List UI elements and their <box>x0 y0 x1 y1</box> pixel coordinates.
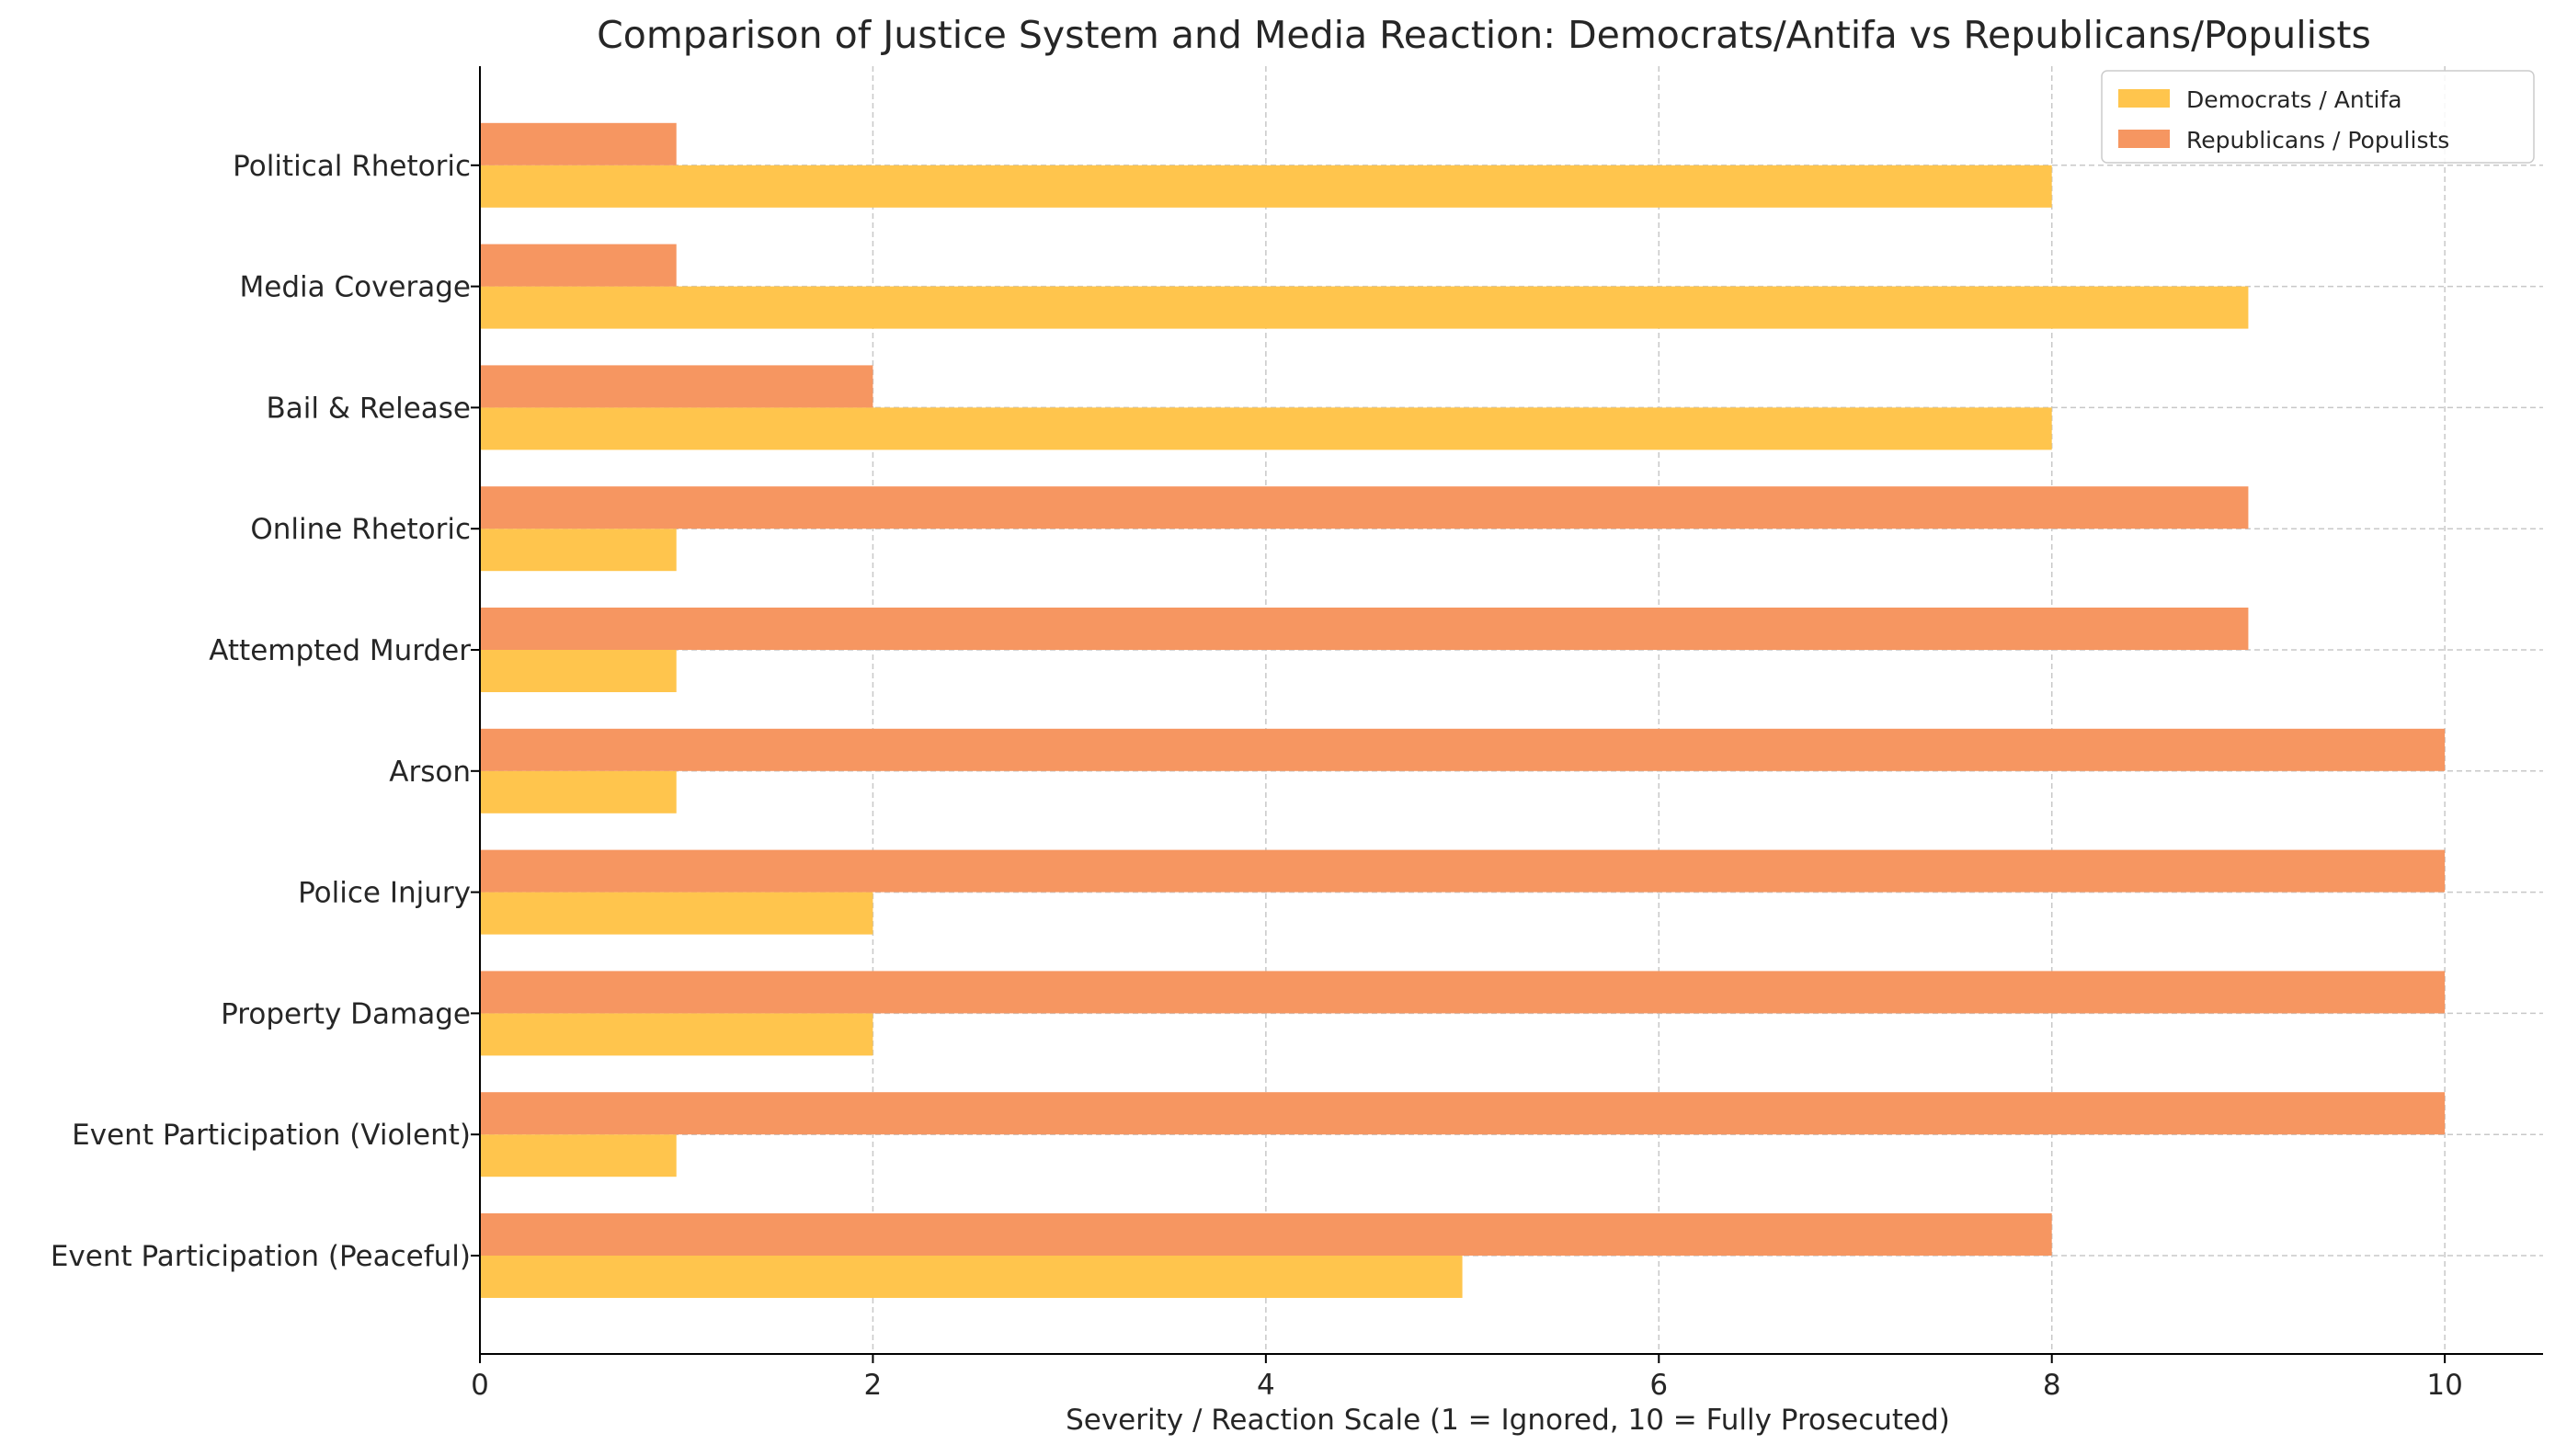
category-label: Arson <box>389 756 471 789</box>
category-label: Bail & Release <box>267 392 472 425</box>
legend-swatch <box>2118 89 2170 108</box>
x-axis-label: Severity / Reaction Scale (1 = Ignored, … <box>1066 1404 1950 1437</box>
tick-labels: 0 2 4 6 8 10 Event Participation (Peaceful) Eve… <box>51 150 2463 1402</box>
axes <box>471 66 2543 1363</box>
bar-republicans-populists <box>480 849 2446 893</box>
x-tick-label: 2 <box>864 1369 883 1402</box>
category-label: Event Participation (Peaceful) <box>51 1240 471 1273</box>
bar-democrats-antifa <box>480 1134 677 1177</box>
bars <box>480 122 2446 1298</box>
legend-label: Democrats / Antifa <box>2186 86 2402 113</box>
bar-republicans-populists <box>480 971 2446 1014</box>
bar-republicans-populists <box>480 1213 2052 1256</box>
bar-democrats-antifa <box>480 650 677 692</box>
x-tick-label: 10 <box>2426 1369 2462 1402</box>
legend-label: Republicans / Populists <box>2186 127 2449 154</box>
bar-democrats-antifa <box>480 770 677 813</box>
x-tick-label: 6 <box>1649 1369 1668 1402</box>
category-label: Property Damage <box>221 997 471 1030</box>
grid-lines <box>479 66 2543 1354</box>
bar-republicans-populists <box>480 1092 2446 1135</box>
bar-democrats-antifa <box>480 286 2249 329</box>
bar-republicans-populists <box>480 728 2446 771</box>
x-tick-label: 8 <box>2043 1369 2061 1402</box>
bar-republicans-populists <box>480 122 677 165</box>
category-label: Online Rhetoric <box>250 513 471 546</box>
category-label: Political Rhetoric <box>233 150 471 183</box>
bar-republicans-populists <box>480 486 2249 529</box>
chart-title: Comparison of Justice System and Media R… <box>597 13 2371 57</box>
bar-republicans-populists <box>480 244 677 287</box>
category-label: Attempted Murder <box>209 634 471 667</box>
legend-swatch <box>2118 130 2170 148</box>
category-label: Media Coverage <box>240 271 471 304</box>
legend-box <box>2101 70 2535 164</box>
bar-democrats-antifa <box>480 165 2052 208</box>
category-label: Event Participation (Violent) <box>72 1119 471 1152</box>
bar-democrats-antifa <box>480 892 873 935</box>
bar-democrats-antifa <box>480 529 677 572</box>
legend: Democrats / Antifa Republicans / Populist… <box>2101 70 2535 164</box>
bar-democrats-antifa <box>480 407 2052 450</box>
category-label: Police Injury <box>298 877 471 910</box>
x-tick-label: 4 <box>1257 1369 1275 1402</box>
bar-republicans-populists <box>480 608 2249 650</box>
bar-republicans-populists <box>480 365 873 408</box>
bar-democrats-antifa <box>480 1013 873 1056</box>
bar-democrats-antifa <box>480 1256 1463 1298</box>
x-tick-label: 0 <box>471 1369 489 1402</box>
